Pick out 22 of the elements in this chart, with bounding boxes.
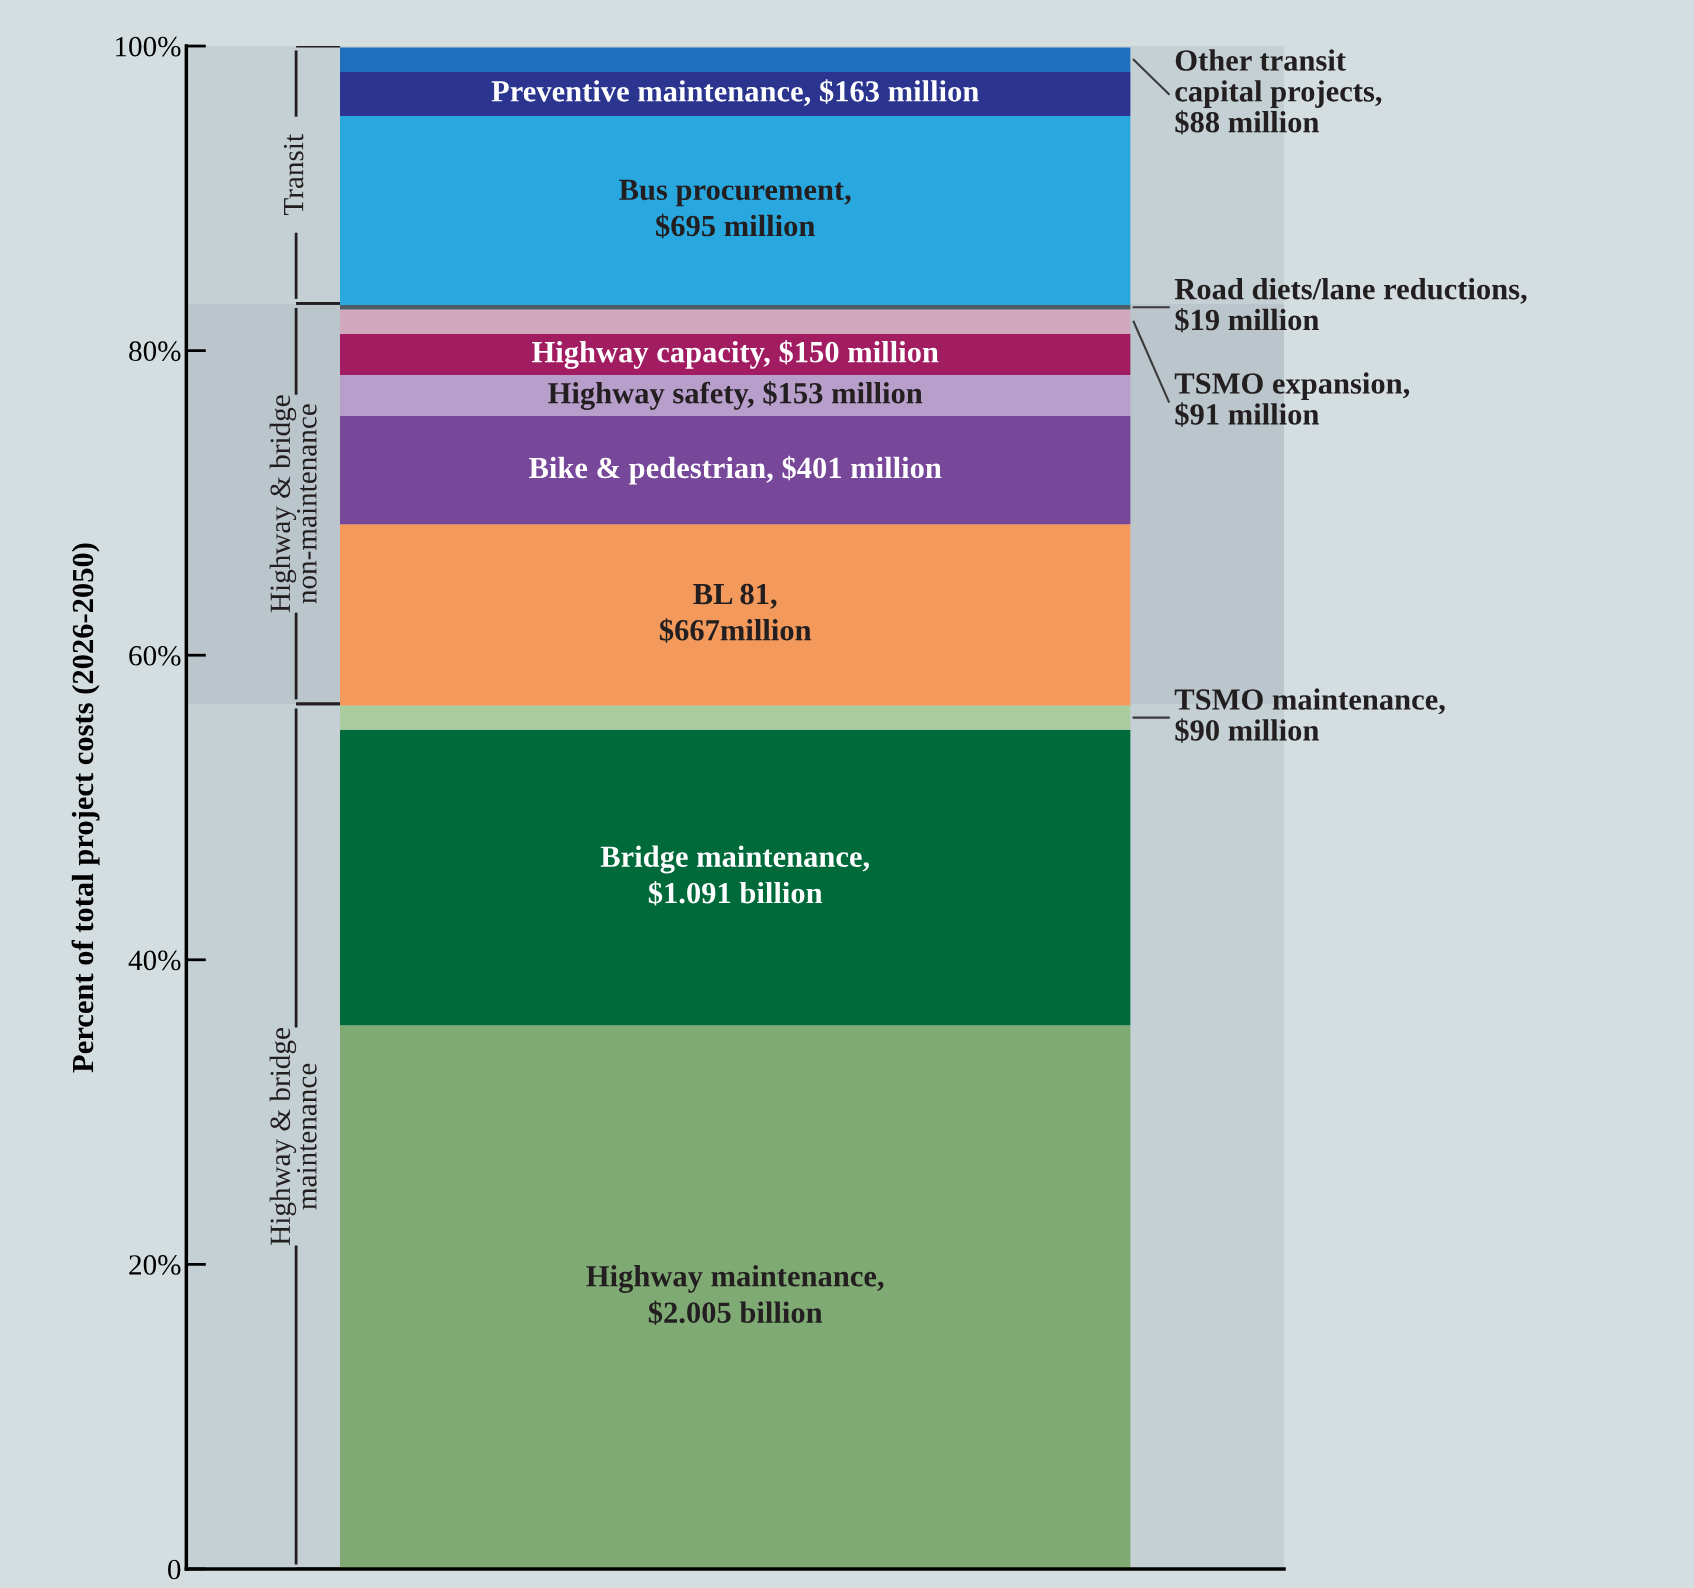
y-tick-label: 20% [129, 1255, 181, 1275]
y-tick-label: 80% [129, 341, 181, 362]
text: Other transit capital projects, $88 million [1175, 49, 1382, 135]
annotation: Bike & pedestrian, $401 million [529, 455, 942, 485]
annotation: Bus procurement, $695 million [619, 179, 851, 239]
band-label: Transit [283, 134, 304, 215]
band-label: Highway & bridge non-maintenance [269, 395, 317, 613]
band-label: Highway & bridge maintenance [269, 1028, 317, 1245]
y-tick-label: 0 [168, 1559, 181, 1580]
annotation: Bridge maintenance, $1.091 billion [600, 845, 869, 906]
text: TSMO maintenance, $90 million [1174, 688, 1445, 743]
annotation: Preventive maintenance, $163 million [491, 79, 979, 107]
annotation: Highway maintenance, $2.005 billion [586, 1265, 884, 1325]
y-tick-label: 100% [116, 36, 181, 57]
text: Road diets/lane reductions, $19 million [1174, 277, 1527, 333]
annotation: BL 81, $667million [659, 583, 812, 643]
y-tick-label: 60% [129, 645, 181, 666]
text: TSMO expansion, $91 million [1174, 372, 1410, 427]
y-axis-title: Percent of total project costs (2026-2050) [71, 543, 100, 1073]
annotation: Highway safety, $153 million [548, 381, 923, 410]
annotation: Highway capacity, $150 million [532, 340, 939, 369]
y-tick-label: 40% [128, 950, 181, 971]
